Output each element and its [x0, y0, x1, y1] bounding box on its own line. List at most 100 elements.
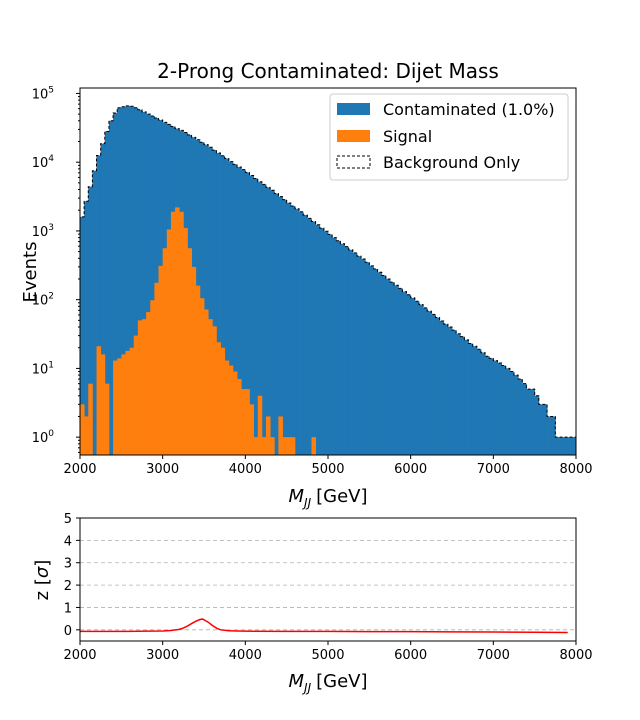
signal-bar	[100, 354, 106, 455]
contaminated-bar	[340, 243, 345, 455]
sub-y-label-sym: σ	[32, 566, 53, 578]
signal-bar	[253, 437, 259, 455]
signal-bar	[125, 350, 130, 455]
main-x-label-unit: [GeV]	[316, 486, 367, 507]
sub-plot-frame	[79, 517, 577, 642]
signal-bar	[208, 319, 213, 455]
contaminated-bar	[245, 172, 250, 455]
signal-bar	[104, 383, 110, 455]
x-tick-label: 3000	[146, 648, 179, 663]
contaminated-bar	[406, 294, 412, 455]
signal-bar	[113, 360, 118, 455]
signal-bar	[204, 309, 209, 455]
signal-bar	[129, 347, 135, 455]
contaminated-bar	[261, 184, 267, 455]
x-tick-label: 3000	[146, 462, 179, 477]
contaminated-bar	[121, 106, 126, 456]
contaminated-bar	[530, 389, 536, 455]
contaminated-bar	[142, 111, 147, 455]
signal-bar	[154, 282, 159, 455]
signal-bar	[282, 437, 288, 455]
signal-bar	[146, 312, 151, 455]
legend-swatch-contaminated	[337, 103, 370, 115]
signal-bar	[216, 342, 221, 455]
contaminated-bar	[146, 114, 151, 455]
signal-bar	[150, 300, 155, 455]
contaminated-bar	[464, 339, 469, 455]
sub-x-axis-label: MJJ [GeV]	[289, 671, 368, 695]
contaminated-bar	[303, 215, 308, 455]
contaminated-bar	[299, 211, 304, 455]
y-tick-label: 4	[64, 534, 72, 549]
contaminated-bar	[534, 395, 540, 455]
legend-frame	[329, 93, 569, 181]
y-tick-label: 3	[64, 557, 72, 572]
contaminated-bar	[518, 379, 523, 455]
contaminated-bar	[447, 327, 453, 455]
contaminated-bar	[266, 187, 271, 455]
legend: Contaminated (1.0%) Signal Background On…	[329, 93, 569, 181]
contaminated-bar	[212, 150, 217, 455]
signal-bar	[166, 229, 172, 455]
signal-bar	[162, 248, 168, 455]
main-x-label-main: M	[289, 486, 305, 507]
contaminated-bar	[241, 169, 246, 455]
contaminated-bar	[369, 265, 374, 455]
significance-grid	[80, 517, 576, 631]
contaminated-bar	[129, 106, 135, 456]
signal-bar	[191, 266, 197, 455]
contaminated-bar	[282, 199, 288, 455]
signal-bar	[133, 335, 139, 455]
main-chart-title: 2-Prong Contaminated: Dijet Mass	[157, 59, 499, 83]
y-tick-label: 0	[64, 624, 72, 639]
contaminated-bar	[542, 404, 548, 455]
signal-bar	[179, 211, 184, 455]
contaminated-bar	[332, 237, 337, 455]
contaminated-bar	[559, 437, 564, 455]
sub-x-label-unit: [GeV]	[316, 671, 367, 692]
main-x-label-sub: JJ	[302, 496, 312, 510]
significance-line	[80, 618, 568, 634]
signal-bar	[266, 416, 271, 455]
sub-y-axis-label: z [σ]	[32, 560, 53, 601]
x-tick-label: 7000	[477, 648, 510, 663]
signal-bar	[261, 437, 267, 455]
contaminated-bar	[567, 437, 573, 455]
contaminated-bar	[96, 155, 102, 455]
contaminated-bar	[228, 161, 234, 455]
sub-y-label-end: ]	[32, 560, 53, 567]
contaminated-bar	[356, 256, 362, 455]
contaminated-bar	[555, 437, 560, 455]
x-tick-label: 5000	[311, 648, 344, 663]
signal-bar	[187, 248, 192, 455]
x-tick-label: 2000	[63, 462, 96, 477]
contaminated-bar	[439, 320, 445, 455]
y-tick-label: 100	[32, 429, 55, 446]
contaminated-bar	[311, 221, 316, 455]
contaminated-bar	[526, 389, 531, 455]
sub-x-label-main: M	[289, 671, 305, 692]
contaminated-bar	[344, 246, 350, 455]
contaminated-bar	[294, 208, 300, 455]
contaminated-bars	[80, 105, 577, 456]
x-tick-label: 8000	[559, 462, 592, 477]
contaminated-bar	[505, 368, 511, 455]
contaminated-bar	[509, 371, 515, 455]
sub-y-axis-ticks: 0 1 2 3 4 5	[64, 512, 80, 639]
contaminated-bar	[385, 278, 391, 455]
x-tick-label: 7000	[477, 462, 510, 477]
contaminated-bar	[133, 107, 139, 456]
signal-bar	[117, 358, 122, 455]
contaminated-bar	[571, 437, 577, 455]
contaminated-bar	[253, 178, 259, 455]
signal-bar	[232, 371, 238, 455]
legend-swatch-signal	[337, 130, 370, 142]
contaminated-bar	[551, 416, 556, 455]
contaminated-bar	[460, 336, 465, 455]
signal-bar	[270, 437, 275, 455]
contaminated-bar	[394, 285, 399, 455]
x-tick-label: 6000	[394, 648, 427, 663]
contaminated-bar	[84, 201, 89, 455]
y-tick-label: 1	[64, 601, 72, 616]
